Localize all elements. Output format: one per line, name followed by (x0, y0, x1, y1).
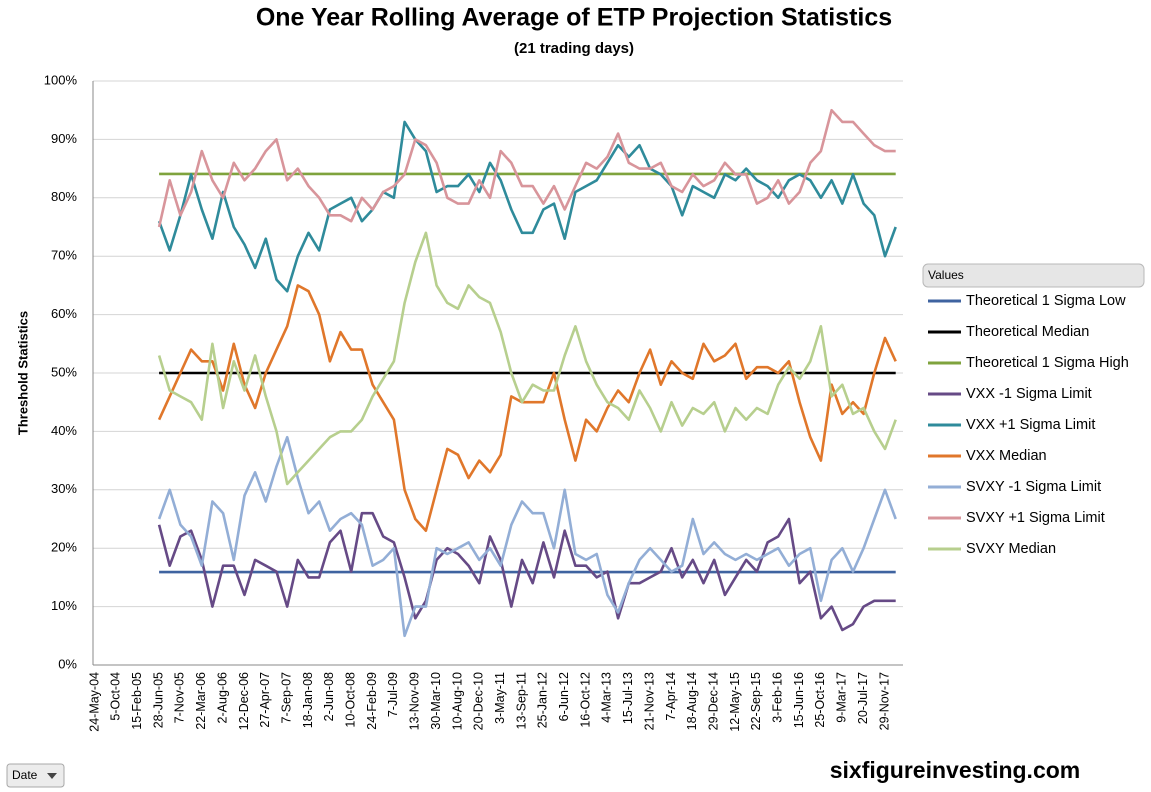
x-tick-label: 28-Jun-05 (151, 672, 165, 728)
legend-label: VXX Median (966, 448, 1047, 464)
legend-label: Theoretical 1 Sigma High (966, 355, 1129, 371)
y-tick-label: 20% (51, 540, 77, 555)
series-line (157, 108, 896, 228)
x-tick-label: 2-Aug-06 (215, 672, 229, 723)
chart-title: One Year Rolling Average of ETP Projecti… (256, 4, 892, 32)
x-tick-label: 3-May-11 (493, 672, 507, 724)
legend-label: SVXY -1 Sigma Limit (966, 479, 1101, 495)
x-tick-label: 15-Feb-05 (130, 672, 144, 730)
x-tick-label: 29-Dec-14 (706, 672, 720, 730)
x-tick-label: 30-Mar-10 (429, 672, 443, 730)
x-tick-label: 25-Jan-12 (536, 672, 550, 728)
y-tick-label: 40% (51, 423, 77, 438)
x-tick-label: 29-Nov-17 (877, 672, 891, 730)
x-tick-label: 13-Nov-09 (408, 672, 422, 730)
x-tick-label: 7-Nov-05 (173, 672, 187, 723)
x-tick-label: 7-Jul-09 (386, 672, 400, 717)
x-tick-label: 16-Oct-12 (578, 672, 592, 728)
legend-label: Theoretical Median (966, 324, 1089, 340)
legend-label: VXX +1 Sigma Limit (966, 417, 1095, 433)
x-tick-label: 7-Apr-14 (664, 672, 678, 721)
legend-label: SVXY Median (966, 541, 1056, 557)
x-tick-label: 22-Sep-15 (749, 672, 763, 730)
y-tick-label: 10% (51, 598, 77, 613)
x-tick-label: 13-Sep-11 (514, 672, 528, 729)
y-tick-label: 100% (44, 72, 78, 87)
x-tick-label: 20-Dec-10 (472, 672, 486, 730)
y-tick-label: 0% (58, 656, 77, 671)
dropdown-arrow (47, 773, 57, 779)
x-tick-label: 15-Jun-16 (792, 672, 806, 728)
series-line (157, 511, 896, 632)
series-line (157, 284, 897, 532)
x-tick-label: 10-Aug-10 (450, 672, 464, 730)
series-line (157, 435, 897, 638)
x-tick-label: 21-Nov-13 (642, 672, 656, 730)
x-tick-label: 5-Oct-04 (109, 672, 123, 721)
x-tick-label: 9-Mar-17 (835, 672, 849, 723)
x-tick-label: 15-Jul-13 (621, 672, 635, 724)
x-tick-label: 27-Apr-07 (258, 672, 272, 728)
y-axis-label: Threshold Statistics (15, 311, 30, 435)
x-tick-label: 4-Mar-13 (600, 672, 614, 723)
legend-label: Theoretical 1 Sigma Low (966, 293, 1126, 309)
x-tick-label: 24-Feb-09 (365, 672, 379, 730)
watermark: sixfigureinvesting.com (830, 757, 1081, 783)
legend-label: SVXY +1 Sigma Limit (966, 510, 1105, 526)
y-tick-label: 50% (51, 364, 77, 379)
x-tick-label: 12-Dec-06 (237, 672, 251, 730)
x-tick-label: 10-Oct-08 (344, 672, 358, 728)
legend-header[interactable] (922, 263, 1145, 288)
series-line (157, 120, 897, 293)
y-tick-label: 80% (51, 189, 77, 204)
x-tick-label: 18-Aug-14 (685, 672, 699, 730)
x-tick-label: 22-Mar-06 (194, 672, 208, 730)
x-tick-label: 24-May-04 (87, 672, 101, 732)
date-filter-button[interactable] (6, 763, 65, 788)
x-tick-label: 3-Feb-16 (771, 672, 785, 723)
x-tick-label: 12-May-15 (728, 672, 742, 732)
x-tick-label: 18-Jan-08 (301, 672, 315, 728)
y-tick-label: 70% (51, 248, 77, 263)
y-tick-label: 90% (51, 131, 77, 146)
legend-label: VXX -1 Sigma Limit (966, 386, 1092, 402)
x-tick-label: 2-Jun-08 (322, 672, 336, 721)
x-tick-label: 20-Jul-17 (856, 672, 870, 724)
x-tick-label: 7-Sep-07 (279, 672, 293, 723)
date-filter-label: Date (12, 768, 38, 782)
y-tick-label: 60% (51, 306, 77, 321)
x-tick-label: 6-Jun-12 (557, 672, 571, 721)
series-line (157, 231, 897, 486)
legend-title: Values (928, 268, 964, 282)
y-tick-label: 30% (51, 481, 77, 496)
x-tick-label: 25-Oct-16 (813, 672, 827, 728)
chart-subtitle: (21 trading days) (514, 40, 634, 57)
